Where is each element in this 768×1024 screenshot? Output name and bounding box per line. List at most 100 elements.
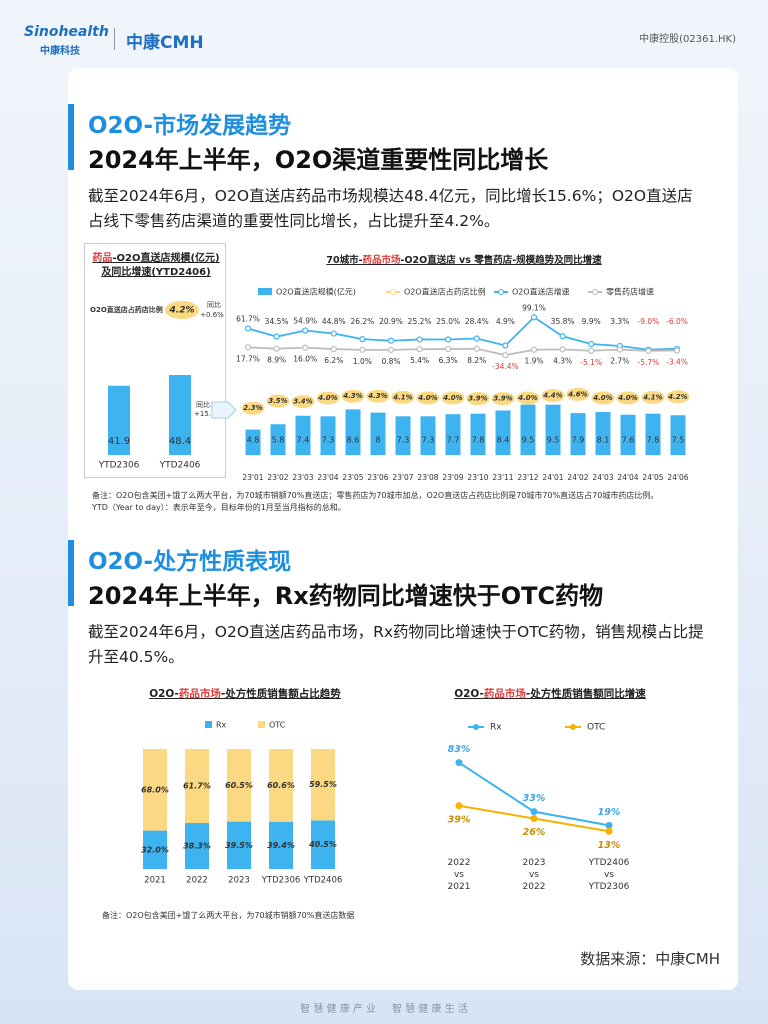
value-label: 7.3	[397, 436, 410, 445]
point	[616, 346, 623, 353]
value-label: 3.9%	[468, 395, 487, 403]
share-marker	[666, 390, 690, 404]
bar	[295, 415, 311, 455]
bar-segment	[143, 830, 167, 869]
chart-title: O2O-药品市场-处方性质销售额同比增速	[400, 686, 700, 701]
value-label: 40.5%	[308, 840, 337, 849]
headline: 2024年上半年，Rx药物同比增速快于OTC药物	[88, 582, 604, 610]
bar	[495, 410, 511, 455]
legend-swatch	[258, 721, 265, 728]
point	[244, 325, 252, 332]
x-tick-label: 23'02	[267, 473, 288, 482]
growth-value: +15.6%	[194, 410, 222, 418]
point	[455, 802, 463, 810]
legend-swatch	[473, 724, 479, 730]
bar	[595, 412, 611, 455]
point	[559, 333, 566, 340]
point	[273, 333, 280, 340]
title-part: -O2O直送店 vs 零售药店-规模趋势及同比增速	[400, 255, 602, 266]
value-label: 8	[375, 436, 380, 445]
bar-segment	[311, 820, 335, 869]
bar-segment	[143, 749, 167, 831]
point	[559, 346, 566, 353]
title-part: 药品市场	[483, 688, 526, 700]
x-tick-label: YTD2406	[303, 876, 343, 886]
x-tick-label: 23'09	[442, 473, 463, 482]
x-tick-label: 24'02	[567, 473, 588, 482]
chart-title: 70城市-药品市场-O2O直送店 vs 零售药店-规模趋势及同比增速	[236, 252, 692, 266]
value-label: -5.7%	[638, 358, 660, 367]
x-tick-label: 23'05	[342, 473, 363, 482]
kicker: O2O-处方性质表现	[88, 549, 292, 575]
value-label: 9.9%	[582, 317, 601, 326]
bar	[570, 413, 586, 455]
title-part: -处方性质销售额占比趋势	[220, 688, 341, 700]
title-part: 药品市场	[362, 255, 401, 266]
share-marker	[266, 394, 290, 408]
value-label: 0.8%	[381, 357, 400, 366]
point	[330, 345, 337, 353]
value-label: 6.2%	[324, 356, 343, 365]
legend-swatch	[258, 288, 272, 295]
value-label: 4.0%	[418, 394, 437, 402]
legend-label: O2O直送店增速	[512, 287, 570, 297]
bar	[520, 404, 536, 455]
value-label: 83%	[448, 744, 471, 755]
bar	[470, 413, 486, 455]
point	[673, 347, 681, 354]
share-marker	[491, 392, 515, 406]
legend-label: Rx	[490, 723, 502, 733]
bar	[370, 412, 386, 455]
arrow	[211, 401, 237, 419]
value-label: 25.2%	[408, 317, 432, 326]
bar-segment	[185, 749, 209, 824]
chart-title: O2O-药品市场-处方性质销售额占比趋势	[100, 686, 390, 701]
point	[588, 347, 595, 354]
point	[530, 808, 538, 816]
point	[302, 344, 309, 351]
value-label: 3.5%	[268, 397, 287, 405]
point	[387, 337, 395, 344]
value-label: 44.8%	[322, 317, 346, 326]
point	[244, 344, 252, 351]
share-marker	[391, 390, 415, 404]
value-label: 4.6%	[568, 390, 587, 398]
value-label: -9.0%	[638, 317, 660, 326]
bar-segment	[311, 749, 335, 821]
value-label: 4.8	[247, 436, 260, 445]
chart-title: 药品-O2O直送店规模(亿元)及同比增速(YTD2406)	[88, 252, 224, 280]
arrow-shape	[211, 401, 237, 419]
point	[588, 340, 595, 348]
point	[445, 336, 452, 343]
accent	[68, 540, 74, 606]
point	[530, 815, 538, 823]
value-label: 38.3%	[183, 842, 211, 851]
value-label: -6.0%	[666, 317, 688, 326]
value-label: 13%	[598, 840, 621, 851]
title-part: -处方性质销售额同比增速	[525, 688, 646, 700]
frame	[84, 243, 226, 478]
value-label: 4.9%	[496, 317, 515, 326]
point	[530, 346, 538, 353]
bar	[169, 375, 191, 455]
bar-segment	[227, 821, 251, 869]
share-marker	[165, 301, 199, 319]
x-tick-label: 24'03	[592, 473, 613, 482]
growth-label: 同比	[196, 400, 210, 409]
title-part: 70城市-	[326, 255, 363, 266]
note: 备注：O2O包含美团+饿了么两大平台，为70城市销额70%直送店；零售药店为70…	[92, 491, 659, 500]
value-label: 4.0%	[518, 394, 537, 402]
point	[502, 342, 509, 349]
bar	[420, 416, 436, 455]
value-label: 61.7%	[236, 314, 260, 323]
share-marker	[416, 391, 440, 405]
separator	[114, 28, 115, 50]
point	[530, 314, 538, 321]
value-label: 9.5	[522, 436, 535, 445]
title-part: -O2O直送店规模(亿元)及同比增速(YTD2406)	[101, 253, 220, 278]
title-part: 药品	[92, 253, 113, 264]
share-marker	[316, 391, 340, 405]
x-tick-label: 23'11	[492, 473, 513, 482]
value-label: 54.9%	[293, 317, 317, 326]
bar-segment	[269, 821, 293, 869]
